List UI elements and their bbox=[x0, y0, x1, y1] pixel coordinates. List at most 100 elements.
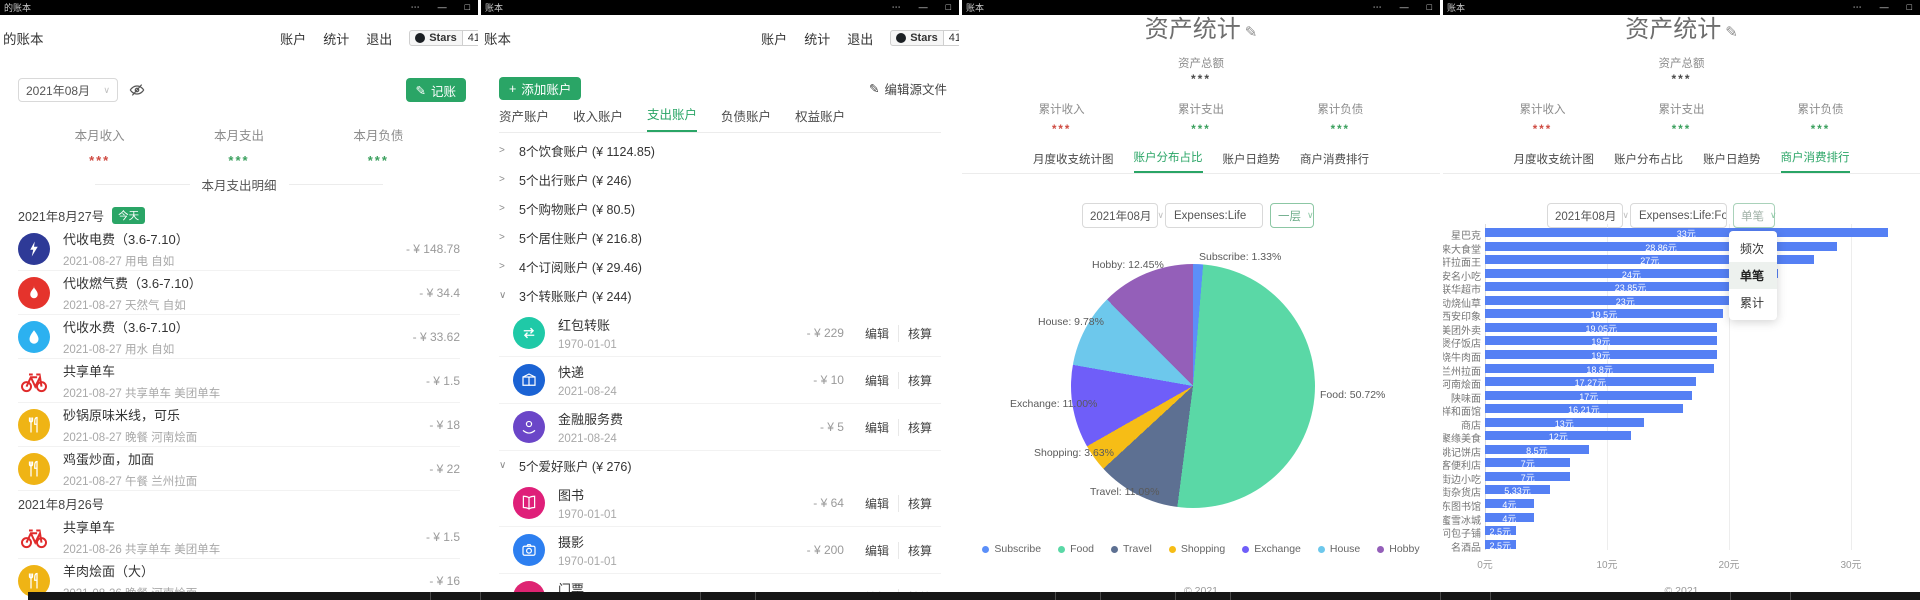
action-link-0[interactable]: 编辑 bbox=[864, 496, 889, 511]
account-input[interactable]: Expenses:Life bbox=[1165, 203, 1263, 228]
month-select[interactable]: 2021年08月 ∨ bbox=[1547, 203, 1629, 228]
account-input[interactable]: Expenses:Life:Food bbox=[1630, 203, 1727, 228]
tree-group-row[interactable]: >5个购物账户 (¥ 80.5) bbox=[499, 194, 941, 223]
tab-2[interactable]: 账户日趋势 bbox=[1222, 154, 1281, 166]
transaction-row[interactable]: 红包转账 1970-01-01 - ¥ 229 编辑 核算 bbox=[499, 310, 941, 357]
window-menu-icon[interactable]: ⋯ bbox=[1372, 2, 1382, 12]
dropdown-option-1[interactable]: 单笔 bbox=[1729, 262, 1777, 289]
window-minimize-icon[interactable]: — bbox=[1879, 2, 1889, 12]
transaction-row[interactable]: 共享单车 2021-08-26 共享单车 美团单车 - ¥ 1.5 bbox=[18, 515, 460, 559]
tree-group-row[interactable]: ∨ 5个爱好账户 (¥ 276) bbox=[499, 451, 941, 480]
tab-4[interactable]: 权益账户 bbox=[795, 110, 846, 124]
transaction-row[interactable]: 快递 2021-08-24 - ¥ 10 编辑 核算 bbox=[499, 357, 941, 404]
tab-1[interactable]: 账户分布占比 bbox=[1614, 154, 1683, 166]
window-minimize-icon[interactable]: — bbox=[1399, 2, 1409, 12]
chevron-right-icon[interactable]: > bbox=[499, 145, 505, 156]
month-select[interactable]: 2021年08月 ∨ bbox=[1082, 203, 1164, 228]
legend-item[interactable]: Food bbox=[1058, 543, 1094, 555]
window-menu-icon[interactable]: ⋯ bbox=[410, 2, 420, 12]
chevron-right-icon[interactable]: > bbox=[499, 261, 505, 272]
tree-group-row[interactable]: >8个饮食账户 (¥ 1124.85) bbox=[499, 136, 941, 165]
nav-link-2[interactable]: 退出 bbox=[366, 31, 393, 47]
tab-2[interactable]: 账户日趋势 bbox=[1703, 154, 1761, 166]
nav-link-0[interactable]: 账户 bbox=[761, 31, 788, 47]
eye-off-icon[interactable] bbox=[129, 82, 145, 98]
legend-item[interactable]: Hobby bbox=[1377, 543, 1420, 555]
dropdown-option-2[interactable]: 累计 bbox=[1740, 296, 1765, 310]
transaction-subtitle: 2021-08-24 bbox=[558, 386, 617, 398]
tree-group-row[interactable]: >5个出行账户 (¥ 246) bbox=[499, 165, 941, 194]
action-link-1[interactable]: 核算 bbox=[897, 371, 941, 389]
transaction-row[interactable]: 代收燃气费（3.6-7.10） 2021-08-27 天然气 自如 - ¥ 34.4 bbox=[18, 271, 460, 315]
legend-name: Exchange bbox=[1254, 543, 1301, 555]
chevron-down-icon[interactable]: ∨ bbox=[499, 290, 507, 301]
action-link-0[interactable]: 编辑 bbox=[864, 543, 889, 558]
transaction-row[interactable]: 鸡蛋炒面，加面 2021-08-27 午餐 兰州拉面 - ¥ 22 bbox=[18, 447, 460, 491]
tab-0[interactable]: 资产账户 bbox=[499, 110, 550, 124]
legend-item[interactable]: Subscribe bbox=[982, 543, 1041, 555]
transaction-row[interactable]: 代收电费（3.6-7.10） 2021-08-27 用电 自如 - ¥ 148.78 bbox=[18, 227, 460, 271]
tree-group-row[interactable]: >5个居住账户 (¥ 216.8) bbox=[499, 223, 941, 252]
legend-item[interactable]: House bbox=[1317, 543, 1360, 555]
nav-link-2[interactable]: 退出 bbox=[847, 31, 874, 47]
window-maximize-icon[interactable]: □ bbox=[1906, 2, 1912, 12]
tab-2[interactable]: 支出账户 bbox=[647, 104, 698, 132]
chevron-down-icon[interactable]: ∨ bbox=[499, 460, 507, 471]
window-minimize-icon[interactable]: — bbox=[918, 2, 928, 12]
transaction-row[interactable]: 砂锅原味米线，可乐 2021-08-27 晚餐 河南烩面 - ¥ 18 bbox=[18, 403, 460, 447]
github-stars-badge[interactable]: Stars41 bbox=[409, 30, 478, 46]
level-select[interactable]: 一层 ∨ bbox=[1270, 203, 1314, 228]
transaction-row[interactable]: 共享单车 2021-08-27 共享单车 美团单车 - ¥ 1.5 bbox=[18, 359, 460, 403]
tree-group-row[interactable]: >4个订阅账户 (¥ 29.46) bbox=[499, 252, 941, 281]
add-account-button[interactable]: + 添加账户 bbox=[499, 77, 582, 100]
nav-link-1[interactable]: 统计 bbox=[804, 31, 831, 47]
tab-0[interactable]: 月度收支统计图 bbox=[1033, 154, 1114, 166]
transaction-row[interactable]: 摄影 1970-01-01 - ¥ 200 编辑 核算 bbox=[499, 527, 941, 574]
action-link-1[interactable]: 核算 bbox=[897, 324, 941, 342]
chevron-right-icon[interactable]: > bbox=[499, 232, 505, 243]
edit-icon[interactable]: ✎ bbox=[1725, 24, 1738, 41]
tab-3[interactable]: 负债账户 bbox=[721, 110, 772, 124]
section-divider: 本月支出明细 bbox=[95, 175, 384, 194]
action-link-0[interactable]: 编辑 bbox=[864, 420, 889, 435]
legend-item[interactable]: Travel bbox=[1111, 543, 1152, 555]
action-link-0[interactable]: 编辑 bbox=[864, 373, 889, 388]
record-button[interactable]: ✎ 记账 bbox=[405, 78, 466, 102]
tab-3[interactable]: 商户消费排行 bbox=[1780, 149, 1850, 173]
month-select[interactable]: 2021年08月 ∨ bbox=[18, 78, 118, 102]
action-link-1[interactable]: 核算 bbox=[897, 541, 941, 559]
window-maximize-icon[interactable]: □ bbox=[1426, 2, 1432, 12]
legend-item[interactable]: Exchange bbox=[1242, 543, 1301, 555]
chevron-right-icon[interactable]: > bbox=[499, 203, 505, 214]
tab-3[interactable]: 商户消费排行 bbox=[1300, 154, 1369, 166]
dropdown-option-0[interactable]: 频次 bbox=[1740, 242, 1765, 256]
action-link-1[interactable]: 核算 bbox=[897, 418, 941, 436]
action-link-0[interactable]: 编辑 bbox=[864, 326, 889, 341]
bar: 5.33元 bbox=[1485, 485, 1551, 496]
edit-icon[interactable]: ✎ bbox=[1244, 24, 1258, 41]
edit-source-link[interactable]: ✎ 编辑源文件 bbox=[869, 79, 947, 98]
tree-group-row[interactable]: ∨ 3个转账账户 (¥ 244) bbox=[499, 281, 941, 310]
grid-line bbox=[1729, 224, 1730, 550]
taskbar[interactable] bbox=[28, 592, 1920, 600]
nav-link-0[interactable]: 账户 bbox=[280, 31, 307, 47]
action-link-1[interactable]: 核算 bbox=[897, 494, 941, 512]
mode-select[interactable]: 单笔 ∨ bbox=[1733, 203, 1777, 228]
transaction-row[interactable]: 代收水费（3.6-7.10） 2021-08-27 用水 自如 - ¥ 33.62 bbox=[18, 315, 460, 359]
github-stars-badge[interactable]: Stars41 bbox=[890, 30, 959, 46]
stat-1: 本月支出 *** bbox=[169, 125, 308, 168]
transaction-row[interactable]: 图书 1970-01-01 - ¥ 64 编辑 核算 bbox=[499, 480, 941, 527]
tab-1[interactable]: 账户分布占比 bbox=[1133, 149, 1203, 173]
transaction-amount: - ¥ 33.62 bbox=[412, 329, 460, 344]
window-maximize-icon[interactable]: □ bbox=[945, 2, 951, 12]
chevron-right-icon[interactable]: > bbox=[499, 174, 505, 185]
nav-link-1[interactable]: 统计 bbox=[323, 31, 350, 47]
tab-1[interactable]: 收入账户 bbox=[573, 110, 624, 124]
window-minimize-icon[interactable]: — bbox=[437, 2, 447, 12]
legend-item[interactable]: Shopping bbox=[1168, 543, 1225, 555]
tab-0[interactable]: 月度收支统计图 bbox=[1513, 154, 1595, 166]
transaction-row[interactable]: 金融服务费 2021-08-24 - ¥ 5 编辑 核算 bbox=[499, 404, 941, 451]
window-menu-icon[interactable]: ⋯ bbox=[1852, 2, 1862, 12]
window-maximize-icon[interactable]: □ bbox=[464, 2, 470, 12]
window-menu-icon[interactable]: ⋯ bbox=[891, 2, 901, 12]
